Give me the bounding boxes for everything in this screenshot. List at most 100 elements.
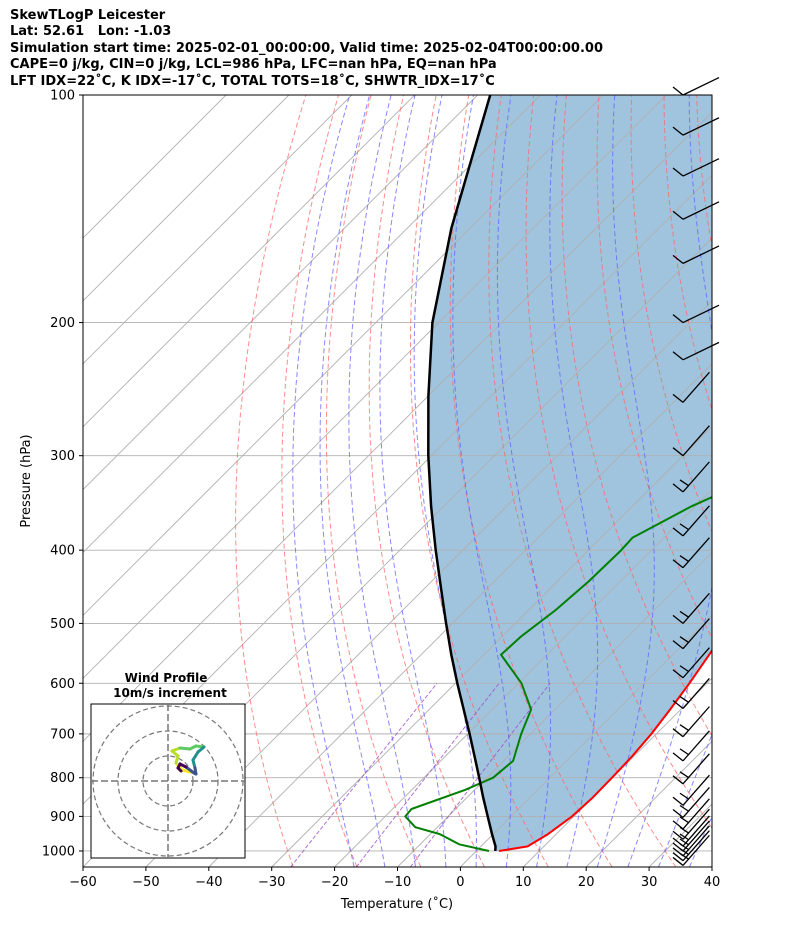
wind-barb-flag bbox=[672, 314, 684, 324]
isotherm bbox=[711, 866, 712, 867]
wind-barb-flag bbox=[672, 700, 684, 710]
wind-barb-flag bbox=[679, 610, 690, 618]
wind-barb-staff bbox=[682, 618, 710, 650]
isotherm bbox=[83, 95, 290, 302]
wind-barb-staff bbox=[682, 425, 710, 457]
wind-barb-staff bbox=[682, 787, 710, 818]
wind-barb-staff bbox=[682, 798, 710, 830]
dry-adiabat bbox=[325, 95, 422, 867]
wind-barb-flag bbox=[672, 728, 684, 738]
wind-barb-flag bbox=[672, 527, 684, 537]
mixing-ratio-line bbox=[290, 682, 438, 867]
x-tick-label: 20 bbox=[578, 875, 595, 890]
y-tick-label: 800 bbox=[50, 771, 75, 786]
wind-barb-flag bbox=[672, 254, 684, 264]
hodograph-title: Wind Profile bbox=[125, 671, 208, 685]
wind-barb-flag bbox=[679, 555, 690, 563]
x-tick-label: −60 bbox=[69, 875, 96, 890]
wind-barb-flag bbox=[672, 830, 684, 840]
wind-barb-flag bbox=[679, 833, 690, 841]
moist-adiabat bbox=[627, 95, 712, 867]
dewpoint-line bbox=[404, 496, 712, 852]
mixing-ratio-line bbox=[355, 682, 500, 867]
dry-adiabat bbox=[525, 95, 712, 829]
hodograph-segment bbox=[184, 765, 196, 775]
wind-barb-flag bbox=[672, 86, 684, 96]
dry-adiabat bbox=[696, 95, 712, 250]
y-tick-label: 100 bbox=[50, 89, 75, 104]
wind-barb-staff bbox=[682, 117, 720, 136]
dry-adiabat bbox=[762, 95, 794, 867]
dry-adiabat bbox=[729, 95, 794, 867]
wind-barb-staff bbox=[682, 461, 710, 493]
x-tick-label: −20 bbox=[321, 875, 348, 890]
isotherm bbox=[208, 363, 712, 867]
wind-barb-flag bbox=[672, 483, 684, 493]
y-tick-label: 700 bbox=[50, 727, 75, 742]
y-tick-label: 1000 bbox=[42, 844, 75, 859]
wind-barb-flag bbox=[672, 614, 684, 624]
wind-barb-staff bbox=[682, 245, 720, 264]
isotherm bbox=[83, 95, 667, 679]
wind-barb-flag bbox=[679, 665, 690, 673]
wind-barb-staff bbox=[682, 774, 710, 806]
isotherm bbox=[145, 300, 712, 867]
wind-barb-staff bbox=[682, 820, 710, 852]
moist-adiabat bbox=[549, 95, 599, 867]
wind-barb-flag bbox=[672, 796, 684, 806]
title-times: Simulation start time: 2025-02-01_00:00:… bbox=[10, 40, 603, 56]
x-tick-label: −40 bbox=[195, 875, 222, 890]
wind-barb-flag bbox=[679, 826, 690, 834]
dry-adiabat bbox=[281, 95, 358, 867]
wind-barb-staff bbox=[682, 341, 720, 361]
wind-barb-flag bbox=[672, 752, 684, 762]
title-block: SkewTLogP Leicester Lat: 52.61 Lon: -1.0… bbox=[10, 8, 603, 90]
isotherm bbox=[83, 111, 712, 742]
isotherm bbox=[83, 95, 227, 239]
y-tick-label: 400 bbox=[50, 544, 75, 559]
wind-barb-flag bbox=[679, 843, 690, 851]
wind-barb-flag bbox=[679, 804, 690, 813]
wind-barb-staff bbox=[682, 815, 710, 847]
wind-barb-staff bbox=[682, 158, 720, 177]
wind-barb-staff bbox=[682, 647, 710, 679]
x-tick-label: −10 bbox=[384, 875, 411, 890]
moist-adiabat bbox=[496, 95, 551, 867]
isotherm bbox=[83, 95, 478, 491]
isotherm bbox=[83, 95, 604, 617]
wind-barb-staff bbox=[682, 825, 710, 857]
wind-barb-flag bbox=[672, 808, 684, 818]
wind-barb-flag bbox=[679, 748, 690, 756]
wind-barb-flag bbox=[672, 856, 684, 866]
wind-barb-flag bbox=[679, 848, 690, 856]
wind-barb-flag bbox=[672, 852, 684, 862]
hodograph-segment bbox=[191, 750, 200, 762]
moist-adiabat bbox=[452, 95, 512, 867]
x-tick-label: 10 bbox=[515, 875, 532, 890]
wind-barb-flag bbox=[679, 523, 690, 531]
moist-adiabat bbox=[319, 95, 386, 867]
title-station: SkewTLogP Leicester bbox=[10, 8, 166, 23]
hodograph-segment bbox=[178, 746, 192, 751]
moist-adiabat bbox=[292, 95, 355, 867]
isotherm bbox=[522, 677, 712, 867]
wind-barb-flag bbox=[679, 792, 690, 800]
x-tick-label: −30 bbox=[258, 875, 285, 890]
dry-adiabat bbox=[368, 95, 485, 867]
wind-barb-staff bbox=[682, 753, 710, 785]
isotherm bbox=[83, 95, 416, 428]
x-axis-label: Temperature (˚C) bbox=[340, 896, 453, 912]
isotherm bbox=[83, 95, 541, 554]
wind-barb-flag bbox=[672, 167, 684, 177]
wind-barb-staff bbox=[682, 371, 710, 403]
title-location: Lat: 52.61 Lon: -1.03 bbox=[10, 24, 172, 40]
y-tick-label: 900 bbox=[50, 810, 75, 825]
hodograph-segment bbox=[176, 766, 183, 773]
wind-barb-flag bbox=[679, 816, 690, 824]
hodograph-inset: Wind Profile 10m/s increment bbox=[90, 671, 246, 859]
wind-barb-flag bbox=[672, 351, 684, 361]
title-indices: LFT IDX=22˚C, K IDX=-17˚C, TOTAL TOTS=18… bbox=[10, 73, 495, 89]
moist-adiabat bbox=[348, 95, 416, 867]
isotherm bbox=[271, 426, 712, 867]
